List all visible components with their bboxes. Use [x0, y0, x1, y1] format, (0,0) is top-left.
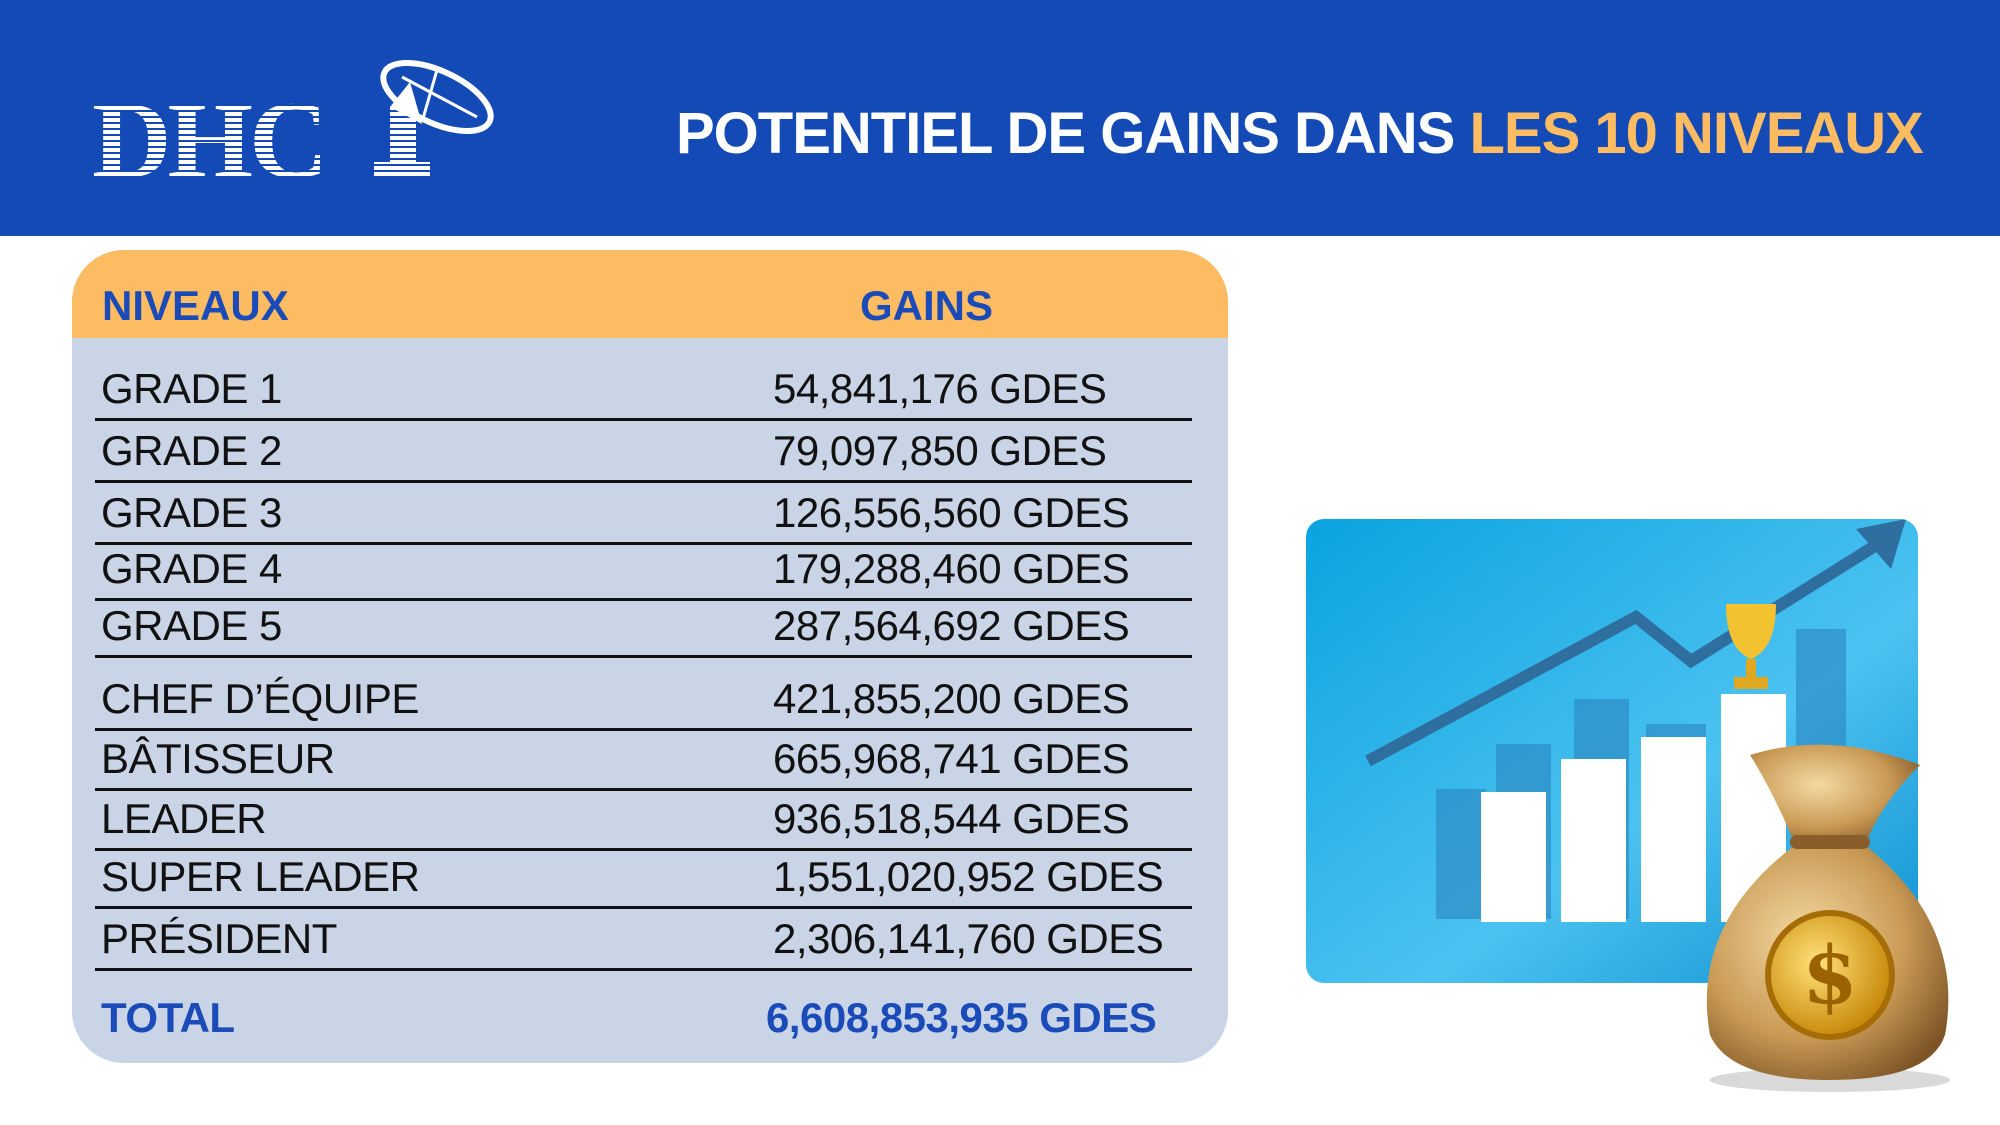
table-row: BÂTISSEUR 665,968,741 GDES	[95, 731, 1192, 791]
row-divider	[95, 480, 1192, 483]
level-name: GRADE 4	[101, 545, 282, 592]
table-row: GRADE 2 79,097,850 GDES	[95, 423, 1192, 483]
level-gain: 287,564,692 GDES	[773, 602, 1130, 649]
trend-arrow-icon	[1365, 533, 1890, 767]
column-header-gains: GAINS	[860, 282, 994, 329]
table-row: CHEF D’ÉQUIPE 421,855,200 GDES	[95, 671, 1192, 731]
table-row: GRADE 1 54,841,176 GDES	[95, 361, 1192, 421]
level-gain: 54,841,176 GDES	[773, 365, 1107, 412]
svg-text:$: $	[1802, 928, 1858, 1022]
level-gain: 2,306,141,760 GDES	[773, 915, 1164, 962]
level-gain: 1,551,020,952 GDES	[773, 853, 1164, 900]
table-header: NIVEAUX GAINS	[72, 250, 1228, 338]
bar-2	[1561, 759, 1626, 922]
row-divider	[95, 418, 1192, 421]
level-gain: 936,518,544 GDES	[773, 795, 1130, 842]
total-label: TOTAL	[101, 994, 235, 1041]
column-header-levels: NIVEAUX	[102, 282, 289, 329]
total-gain: 6,608,853,935 GDES	[766, 994, 1157, 1041]
svg-text:DHC: DHC	[92, 79, 324, 182]
level-name: PRÉSIDENT	[101, 915, 337, 962]
level-gain: 179,288,460 GDES	[773, 545, 1130, 592]
level-name: GRADE 1	[101, 365, 282, 412]
row-divider	[95, 848, 1192, 851]
table-row: GRADE 4 179,288,460 GDES	[95, 541, 1192, 601]
row-divider	[95, 968, 1192, 971]
row-divider	[95, 655, 1192, 658]
total-row: TOTAL 6,608,853,935 GDES	[95, 990, 1192, 1050]
row-divider	[95, 542, 1192, 545]
row-divider	[95, 728, 1192, 731]
level-gain: 126,556,560 GDES	[773, 489, 1130, 536]
trophy-icon	[1726, 604, 1776, 689]
level-name: CHEF D’ÉQUIPE	[101, 675, 419, 722]
dhcp-logo: DHC	[92, 59, 494, 182]
table-row: GRADE 5 287,564,692 GDES	[95, 598, 1192, 658]
table-row: LEADER 936,518,544 GDES	[95, 791, 1192, 851]
table-row: SUPER LEADER 1,551,020,952 GDES	[95, 849, 1192, 909]
row-divider	[95, 598, 1192, 601]
level-name: GRADE 3	[101, 489, 282, 536]
row-divider	[95, 788, 1192, 791]
table-row: PRÉSIDENT 2,306,141,760 GDES	[95, 911, 1192, 971]
level-gain: 421,855,200 GDES	[773, 675, 1130, 722]
money-bag-icon: $	[1706, 744, 1950, 1092]
bar-3	[1641, 737, 1706, 922]
level-name: GRADE 5	[101, 602, 282, 649]
row-divider	[95, 906, 1192, 909]
table-row: GRADE 3 126,556,560 GDES	[95, 485, 1192, 545]
title-main: POTENTIEL DE GAINS DANS	[676, 101, 1470, 166]
bar-1	[1481, 792, 1546, 922]
level-gain: 665,968,741 GDES	[773, 735, 1130, 782]
level-name: SUPER LEADER	[101, 853, 420, 900]
level-name: BÂTISSEUR	[101, 735, 335, 782]
gains-table: NIVEAUX GAINS GRADE 1 54,841,176 GDES GRAD…	[72, 250, 1228, 1063]
level-name: GRADE 2	[101, 427, 282, 474]
header-banner: DHC POTENTIEL DE GAINS DANS LES 10 NIVEA…	[0, 0, 2000, 236]
title-highlight: LES 10 NIVEAUX	[1469, 101, 1923, 166]
level-name: LEADER	[101, 795, 267, 842]
page-title: POTENTIEL DE GAINS DANS LES 10 NIVEAUX	[676, 100, 1924, 167]
level-gain: 79,097,850 GDES	[773, 427, 1107, 474]
